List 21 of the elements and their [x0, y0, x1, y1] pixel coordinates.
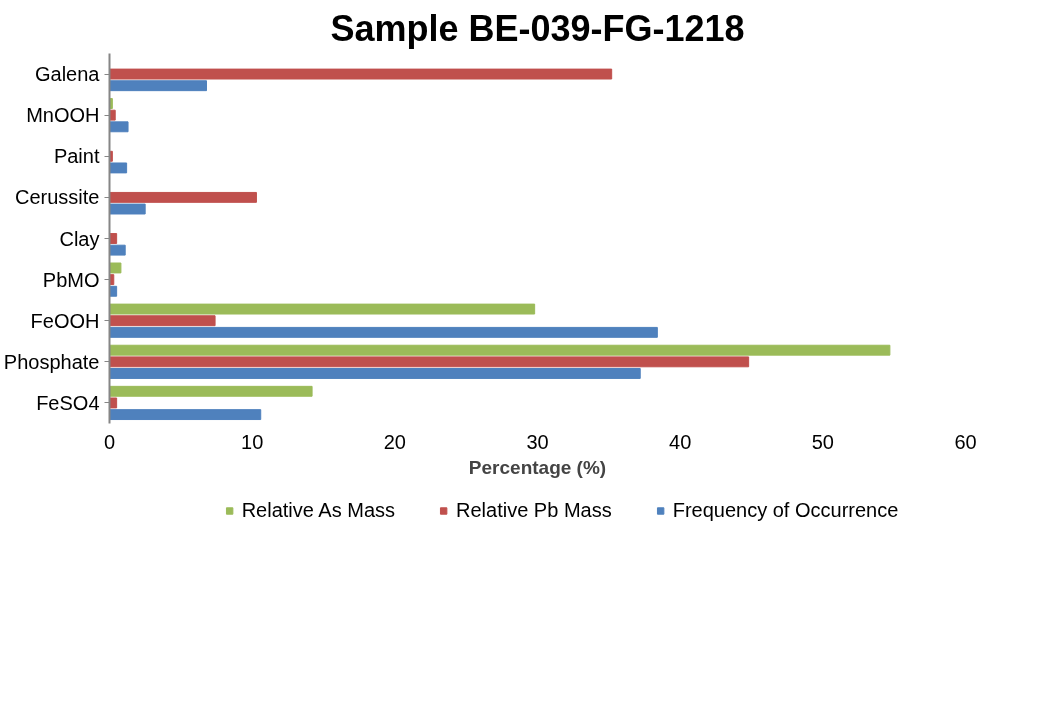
x-tick-label: 0 — [103, 430, 116, 453]
y-tick-label: Clay — [59, 227, 100, 250]
x-tick-label: 40 — [669, 430, 692, 453]
y-tick-label: PbMO — [42, 268, 100, 291]
x-tick-label: 50 — [811, 430, 834, 453]
legend-label: Relative Pb Mass — [456, 498, 612, 522]
y-tick-label: FeSO4 — [36, 391, 100, 414]
x-tick-label: 20 — [383, 430, 406, 453]
chart-title: Sample BE-039-FG-1218 — [330, 7, 745, 49]
x-axis-title: Percentage (%) — [468, 456, 607, 478]
x-tick-label: 60 — [954, 430, 977, 453]
legend-label: Relative As Mass — [241, 498, 396, 522]
legend-label: Frequency of Occurrence — [672, 498, 899, 522]
y-tick-label: FeOOH — [30, 309, 100, 332]
y-tick-label: Paint — [53, 145, 100, 168]
y-tick-label: Galena — [35, 63, 101, 86]
y-tick-label: Phosphate — [3, 350, 100, 373]
y-tick-label: MnOOH — [26, 104, 100, 127]
y-tick-label: Cerussite — [15, 186, 100, 209]
x-tick-label: 30 — [526, 430, 549, 453]
x-tick-label: 10 — [241, 430, 264, 453]
